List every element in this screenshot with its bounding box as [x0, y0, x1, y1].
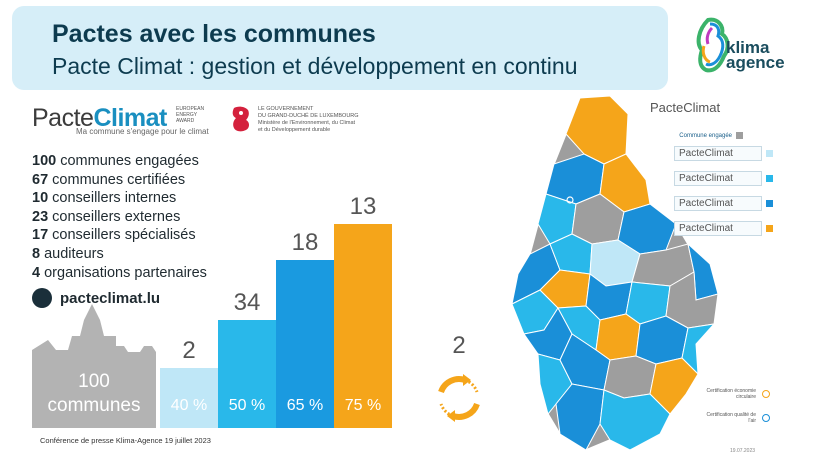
stat-label: conseillers internes: [52, 190, 177, 207]
website-text[interactable]: pacteclimat.lu: [60, 289, 161, 307]
legend-entry: PacteClimat: [650, 146, 773, 161]
gov-line3: Ministère de l'Environnement, du Climat: [258, 120, 356, 126]
bar-2: [218, 320, 276, 428]
globe-icon: [32, 288, 52, 308]
stat-item: 10 conseillers internes: [32, 189, 207, 208]
legend-engaged: Commune engagée: [650, 132, 743, 139]
stat-number: 8: [32, 245, 41, 262]
stat-item: 23 conseillers externes: [32, 208, 207, 227]
base-city-silhouette: [32, 304, 156, 428]
stat-number: 100: [32, 153, 57, 169]
header-banner: Pactes avec les communes Pacte Climat : …: [12, 6, 668, 90]
stat-label: organisations partenaires: [44, 264, 207, 281]
legend-entry-label: PacteClimat: [674, 196, 762, 211]
legend-swatch: [736, 132, 743, 139]
stat-item: 8 auditeurs: [32, 245, 207, 264]
logo-pacte: Pacte: [32, 104, 94, 132]
legend-logo: PacteClimat: [650, 100, 721, 115]
stat-label: auditeurs: [44, 245, 104, 262]
footer-caption: Conférence de presse Klima-Agence 19 jui…: [40, 436, 211, 445]
stat-number: 67: [32, 171, 49, 188]
legend-entry-label: PacteClimat: [674, 146, 762, 161]
website-link[interactable]: pacteclimat.lu: [32, 288, 160, 308]
bar-category-label: 40 %: [171, 397, 207, 414]
stat-number: 10: [32, 190, 49, 207]
luxembourg-communes-map: [511, 95, 719, 451]
stat-item: 67 communes certifiées: [32, 171, 207, 190]
legend-cert-circular: Certification économie circulaire: [706, 388, 756, 400]
legend-swatch: [766, 150, 773, 157]
gov-line4: et du Développement durable: [258, 127, 331, 133]
klima-agence-logo: klima agence: [694, 14, 804, 84]
stats-list: 100 communes engagées 67 communes certif…: [32, 152, 207, 282]
legend-cert-air: Certification qualité de l'air: [706, 412, 756, 424]
cert-circular-ring-icon: [762, 390, 770, 398]
gov-line1: LE GOUVERNEMENT: [258, 106, 314, 112]
cert-air-ring-icon: [762, 414, 770, 422]
stat-number: 23: [32, 208, 49, 225]
stat-item: 4 organisations partenaires: [32, 264, 207, 283]
bar-4: [334, 224, 392, 428]
lion-crest-icon: [232, 106, 249, 132]
page-subtitle: Pacte Climat : gestion et développement …: [52, 53, 578, 79]
legend-swatch: [766, 200, 773, 207]
recycle-arrows-icon: [438, 374, 480, 422]
stat-label: conseillers spécialisés: [52, 227, 196, 244]
circular-count-label: 2: [452, 332, 465, 359]
bar-value-label: 18: [292, 229, 319, 256]
agence-word: agence: [726, 53, 785, 72]
base-value-label: 100: [78, 371, 110, 392]
stat-label: conseillers externes: [52, 208, 181, 225]
bar-1: [160, 368, 218, 428]
stat-item: 100 communes engagées: [32, 152, 207, 171]
bar-value-label: 2: [182, 337, 195, 364]
legend-entry-label: PacteClimat: [674, 221, 762, 236]
legend-entry-label: PacteClimat: [674, 171, 762, 186]
logo-climat: Climat: [93, 104, 167, 132]
stat-label: communes engagées: [60, 153, 199, 169]
legend-entry: PacteClimat: [650, 171, 773, 186]
map-legend: PacteClimat Commune engagée PacteClimat …: [650, 100, 773, 240]
stat-item: 17 conseillers spécialisés: [32, 226, 207, 245]
bar-value-label: 34: [234, 289, 261, 316]
klima-word: klima: [726, 38, 770, 57]
government-text: LE GOUVERNEMENT DU GRAND-DUCHÉ DE LUXEMB…: [258, 106, 378, 134]
bar-category-label: 75 %: [345, 397, 381, 414]
stat-number: 4: [32, 264, 41, 281]
legend-date: 19.07.2023: [730, 448, 756, 454]
legend-swatch: [766, 225, 773, 232]
bar-3: [276, 260, 334, 428]
pacteclimat-tagline: Ma commune s'engage pour le climat: [76, 127, 209, 136]
legend-entry: PacteClimat: [650, 196, 773, 211]
klima-luxembourg-icon: [696, 17, 730, 73]
energy-award-text: EUROPEAN ENERGY AWARD: [176, 106, 205, 124]
legend-swatch: [766, 175, 773, 182]
bar-category-label: 65 %: [287, 397, 323, 414]
base-unit-label: communes: [48, 395, 141, 416]
stat-number: 17: [32, 227, 49, 244]
certification-marker: [566, 196, 574, 204]
stat-label: communes certifiées: [52, 171, 186, 188]
pacteclimat-logo: PacteClimat: [32, 104, 167, 133]
bar-category-label: 50 %: [229, 397, 265, 414]
legend-engaged-label: Commune engagée: [679, 132, 732, 139]
legend-entry: PacteClimat: [650, 221, 773, 236]
gov-line2: DU GRAND-DUCHÉ DE LUXEMBOURG: [258, 113, 359, 119]
bar-value-label: 13: [350, 193, 377, 220]
page-title: Pactes avec les communes: [52, 20, 376, 48]
